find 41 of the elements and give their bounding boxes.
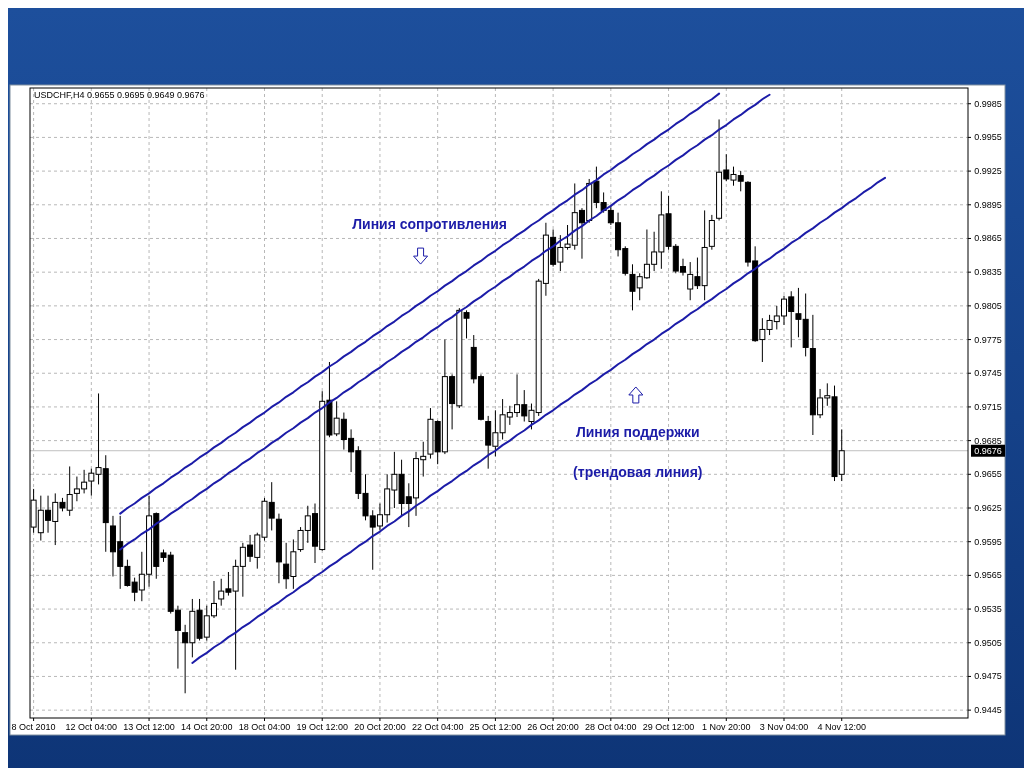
x-tick-label: 26 Oct 20:00 — [527, 722, 579, 732]
y-tick-label: 0.9535 — [974, 604, 1002, 615]
y-tick-label: 0.9925 — [974, 166, 1002, 177]
y-tick-label: 0.9955 — [974, 132, 1002, 143]
annotation: (трендовая линия) — [573, 464, 703, 481]
x-tick-label: 3 Nov 04:00 — [759, 722, 809, 732]
y-tick-label: 0.9445 — [974, 705, 1002, 716]
line-series — [119, 92, 721, 515]
y-tick-label: 0.9655 — [974, 469, 1002, 480]
y-tick-label: 0.9475 — [974, 671, 1002, 682]
x-tick-label: 8 Oct 2010 — [11, 722, 56, 732]
x-tick-label: 14 Oct 20:00 — [181, 722, 233, 732]
y-tick-label: 0.9985 — [974, 98, 1002, 109]
annotation: Линия сопротивления — [352, 216, 507, 233]
y-tick-label: 0.9865 — [974, 233, 1002, 244]
y-tick-label: 0.9595 — [974, 536, 1002, 547]
y-tick-label: 0.9685 — [974, 435, 1002, 446]
y-tick-label: 0.9745 — [974, 368, 1002, 379]
y-tick-label: 0.9835 — [974, 267, 1002, 278]
line-series — [191, 176, 887, 664]
x-tick-label: 18 Oct 04:00 — [238, 722, 291, 732]
y-tick-label: 0.9775 — [974, 334, 1002, 345]
chart-title: USDCHF,H4 0.9655 0.9695 0.9649 0.9676 — [34, 90, 205, 100]
x-tick-label: 22 Oct 04:00 — [411, 722, 464, 732]
x-tick-label: 25 Oct 12:00 — [469, 722, 522, 732]
x-tick-label: 4 Nov 12:00 — [817, 722, 866, 732]
y-tick-label: 0.9895 — [974, 199, 1002, 210]
x-tick-label: 20 Oct 20:00 — [354, 722, 406, 732]
x-tick-label: 13 Oct 12:00 — [123, 722, 175, 732]
y-tick-label: 0.9625 — [974, 503, 1002, 513]
x-tick-label: 29 Oct 12:00 — [642, 722, 695, 732]
y-tick-label: 0.9715 — [974, 401, 1002, 412]
x-tick-label: 19 Oct 12:00 — [296, 722, 348, 732]
y-tick-label: 0.9505 — [974, 637, 1002, 648]
annotation: Линия поддержки — [575, 423, 700, 440]
x-tick-label: 28 Oct 04:00 — [585, 722, 637, 732]
y-tick-label: 0.9805 — [974, 300, 1002, 311]
ref-line-label: 0.9676 — [974, 446, 1002, 457]
y-tick-label: 0.9565 — [974, 570, 1002, 581]
x-tick-label: 12 Oct 04:00 — [65, 722, 118, 732]
x-tick-label: 1 Nov 20:00 — [702, 722, 751, 732]
